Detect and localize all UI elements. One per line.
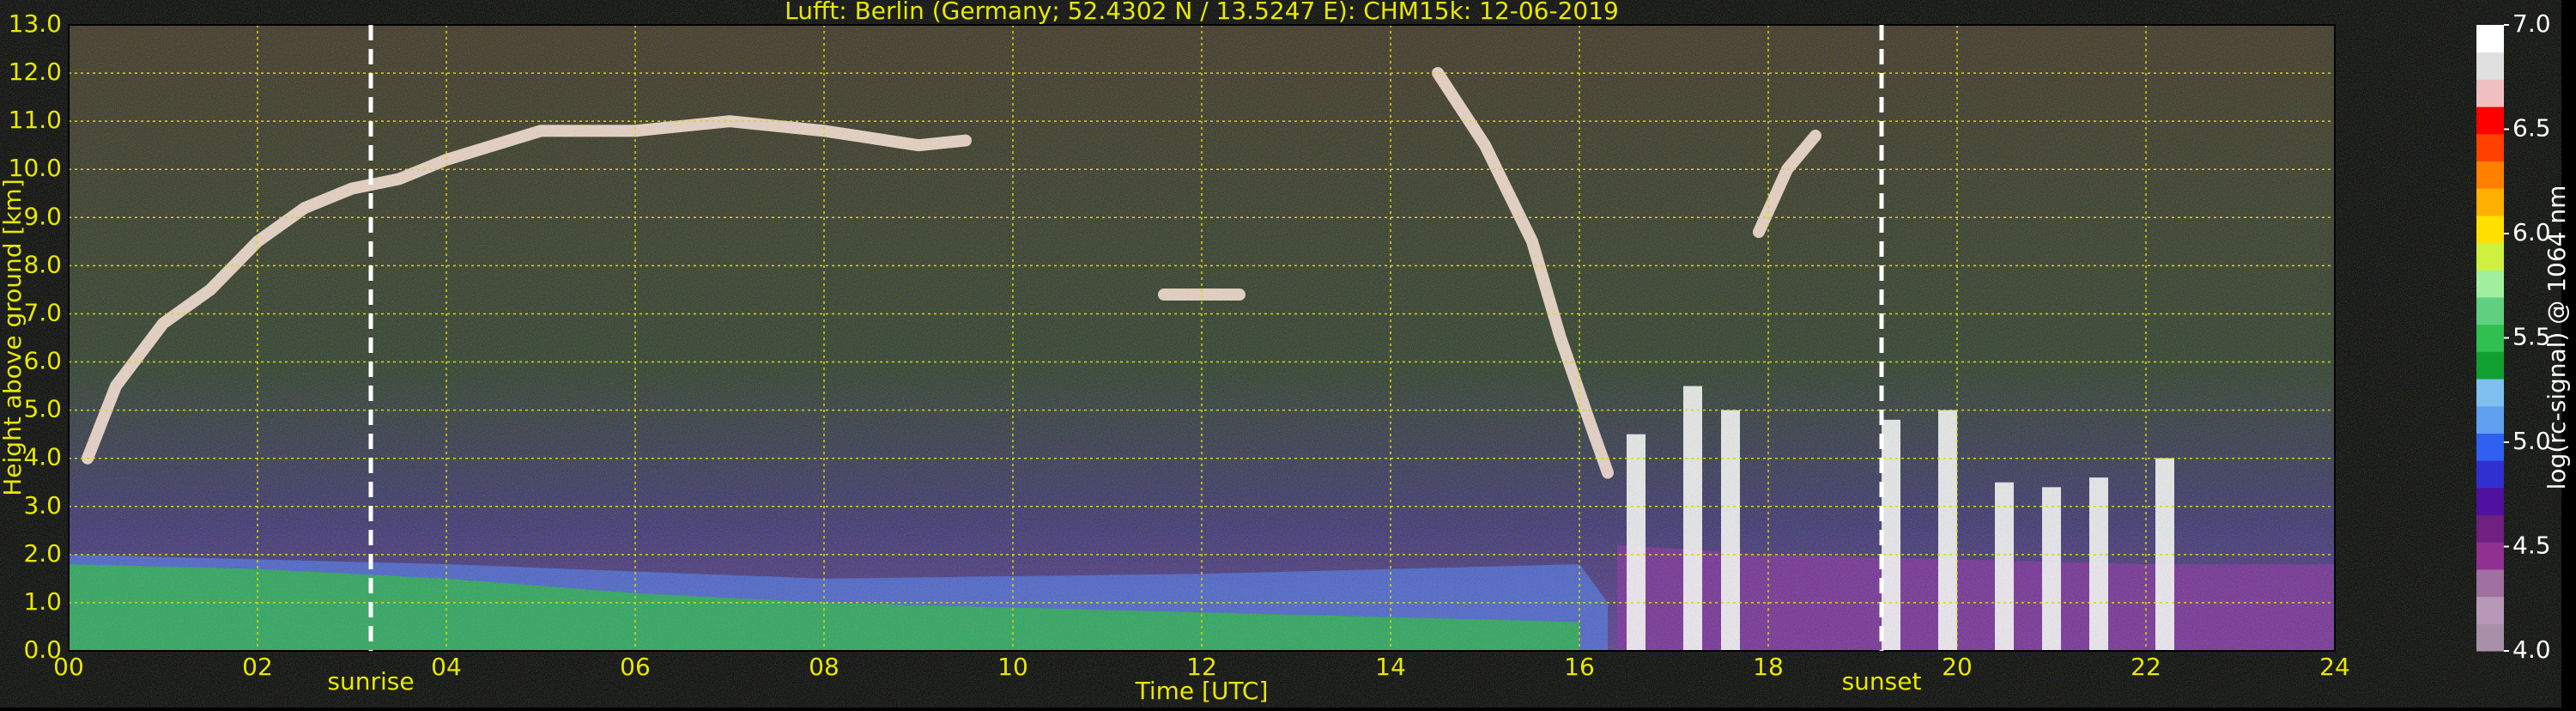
colorbar-swatch [2476,405,2504,434]
y-tick-label: 2.0 [23,539,62,568]
y-tick-label: 8.0 [23,250,62,278]
colorbar-swatch [2476,487,2504,516]
x-tick-label: 14 [1375,653,1406,681]
y-tick-label: 6.0 [23,347,62,375]
x-tick-label: 00 [53,653,84,681]
colorbar-swatch [2476,568,2504,598]
colorbar-swatch [2476,596,2504,624]
colorbar-swatch [2476,460,2504,489]
colorbar-swatch [2476,242,2504,270]
y-tick-label: 1.0 [23,587,62,616]
colorbar-swatch [2476,542,2504,570]
y-tick-label: 11.0 [9,106,62,134]
colorbar-swatch [2476,270,2504,298]
colorbar-swatch [2476,79,2504,107]
x-tick-label: 02 [242,653,273,681]
colorbar-tick-label: 5.0 [2512,427,2551,455]
y-tick-label: 0.0 [23,635,62,664]
colorbar-swatch [2476,623,2504,652]
x-tick-label: 22 [2131,653,2161,681]
y-tick-label: 10.0 [9,154,62,182]
colorbar-swatch [2476,379,2504,407]
overlay: 00 02 04 06 08 10 12 14 16 18 20 22 24 0.0 1.0 2.0 3.0 4.… [9,9,2350,696]
colorbar-swatch [2476,161,2504,189]
colorbar-swatch [2476,514,2504,543]
annotation-label: sunrise [327,667,414,696]
colorbar-swatch [2476,133,2504,161]
colorbar-swatch [2476,106,2504,135]
colorbar-tick-label: 4.5 [2512,532,2551,560]
colorbar-swatch [2476,25,2504,53]
x-axis-label: Time [UTC] [1135,677,1269,705]
colorbar-label: log(rc-signal) @ 1064 nm [2543,185,2571,490]
colorbar-tick-label: 7.0 [2512,9,2551,38]
colorbar-swatch [2476,296,2504,325]
plot-frame [68,24,2336,652]
x-tick-label: 18 [1753,653,1784,681]
y-tick-label: 9.0 [23,202,62,230]
x-tick-label: 10 [997,653,1028,681]
chart-title: Lufft: Berlin (Germany; 52.4302 N / 13.5… [785,0,1619,25]
colorbar-swatch [2476,188,2504,216]
y-tick-label: 12.0 [9,58,62,86]
colorbar-swatch [2476,433,2504,461]
y-axis-label: Height above ground [km] [0,179,27,496]
colorbar-swatch [2476,52,2504,80]
x-tick-label: 20 [1942,653,1973,681]
colorbar-tick-label: 5.5 [2512,323,2551,351]
colorbar-swatch [2476,215,2504,244]
y-tick-label: 5.0 [23,395,62,423]
annotation-label: sunset [1842,667,1922,696]
x-tick-label: 04 [431,653,462,681]
colorbar-swatch [2476,324,2504,352]
x-tick-label: 06 [620,653,651,681]
y-tick-label: 7.0 [23,298,62,326]
y-tick-label: 3.0 [23,491,62,520]
colorbar-tick-label: 6.0 [2512,218,2551,246]
colorbar-swatch [2476,351,2504,380]
y-tick-label: 4.0 [23,443,62,471]
x-tick-label: 16 [1564,653,1595,681]
colorbar-tick-label: 6.5 [2512,114,2551,143]
y-tick-label: 13.0 [9,9,62,38]
x-tick-label: 08 [809,653,839,681]
colorbar-tick-label: 4.0 [2512,635,2551,664]
x-tick-label: 24 [2319,653,2350,681]
x-tick-label: 12 [1186,653,1217,681]
